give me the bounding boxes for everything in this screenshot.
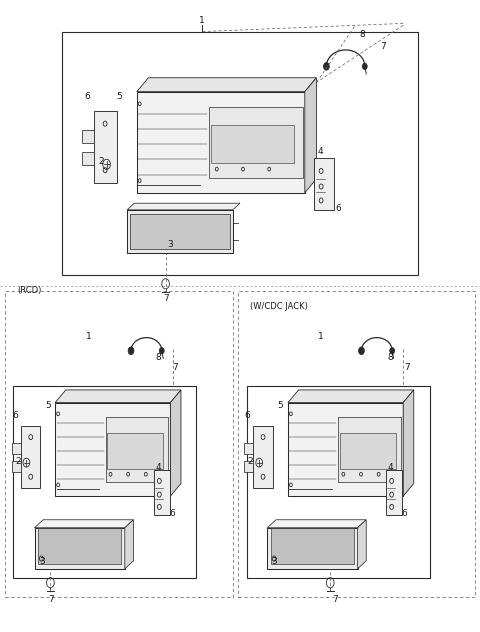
Text: 4: 4: [318, 147, 324, 156]
Polygon shape: [12, 442, 21, 454]
Text: 3: 3: [39, 557, 45, 566]
Text: 3: 3: [168, 240, 173, 249]
Polygon shape: [137, 78, 316, 92]
Text: 4: 4: [156, 463, 161, 472]
Bar: [340, 433, 396, 469]
Text: 6: 6: [169, 509, 175, 518]
Polygon shape: [82, 130, 94, 143]
Polygon shape: [125, 520, 133, 569]
Polygon shape: [288, 403, 403, 496]
Circle shape: [324, 63, 329, 70]
Text: 2: 2: [98, 157, 104, 166]
Text: 5: 5: [116, 92, 122, 100]
Bar: [13, 386, 196, 578]
Text: 2: 2: [248, 457, 253, 466]
Bar: [5, 291, 233, 597]
Polygon shape: [358, 520, 366, 569]
Bar: [211, 125, 294, 164]
Text: 7: 7: [404, 363, 410, 372]
Text: (W/CDC JACK): (W/CDC JACK): [250, 302, 308, 311]
Polygon shape: [35, 520, 133, 528]
Polygon shape: [244, 442, 253, 454]
Polygon shape: [82, 152, 94, 165]
Bar: [62, 32, 418, 275]
Circle shape: [359, 347, 364, 355]
Polygon shape: [267, 528, 358, 569]
Bar: [108, 433, 163, 469]
Text: 8: 8: [360, 30, 365, 39]
Circle shape: [128, 347, 134, 355]
Polygon shape: [55, 403, 170, 496]
Text: 1: 1: [318, 332, 324, 341]
Polygon shape: [305, 78, 316, 193]
Text: 6: 6: [12, 411, 18, 420]
Bar: [106, 416, 168, 482]
Polygon shape: [127, 210, 233, 253]
Bar: [238, 291, 475, 597]
Polygon shape: [267, 520, 366, 528]
Text: 1: 1: [199, 16, 204, 25]
Text: (RCD): (RCD): [17, 286, 41, 295]
Polygon shape: [386, 470, 402, 515]
Text: 7: 7: [172, 363, 178, 372]
Circle shape: [390, 348, 395, 354]
Circle shape: [362, 63, 367, 70]
Text: 7: 7: [48, 595, 54, 604]
Text: 8: 8: [387, 353, 393, 362]
Text: 1: 1: [86, 332, 92, 341]
Text: 7: 7: [164, 295, 169, 303]
Polygon shape: [288, 390, 414, 403]
Text: 5: 5: [277, 401, 283, 410]
Polygon shape: [314, 158, 334, 210]
Polygon shape: [55, 390, 181, 403]
Text: 4: 4: [388, 463, 394, 472]
Text: 7: 7: [380, 42, 386, 51]
Polygon shape: [137, 92, 305, 193]
Text: 6: 6: [336, 204, 341, 213]
Bar: [130, 214, 230, 249]
Polygon shape: [127, 204, 240, 210]
Polygon shape: [154, 470, 170, 515]
Text: 8: 8: [156, 353, 161, 362]
Bar: [338, 416, 401, 482]
Polygon shape: [403, 390, 414, 496]
Bar: [247, 386, 430, 578]
Bar: [38, 528, 121, 564]
Circle shape: [159, 348, 164, 354]
Text: 6: 6: [84, 92, 90, 100]
Text: 5: 5: [45, 401, 51, 410]
Text: 6: 6: [401, 509, 407, 518]
Polygon shape: [244, 461, 253, 473]
Polygon shape: [94, 111, 117, 183]
Text: 2: 2: [15, 457, 21, 466]
Polygon shape: [12, 461, 21, 473]
Polygon shape: [170, 390, 181, 496]
Text: 6: 6: [244, 411, 250, 420]
Polygon shape: [253, 426, 273, 488]
Bar: [209, 107, 303, 178]
Polygon shape: [35, 528, 125, 569]
Text: 7: 7: [332, 595, 338, 604]
Polygon shape: [21, 426, 40, 488]
Text: 3: 3: [272, 557, 277, 566]
Bar: [271, 528, 354, 564]
